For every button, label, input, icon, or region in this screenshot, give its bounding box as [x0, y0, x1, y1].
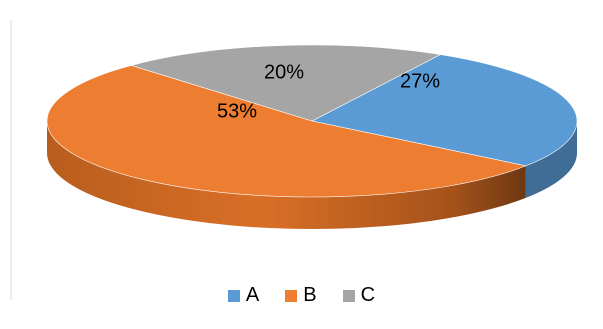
legend-item-a: A: [227, 284, 260, 307]
pie-side-a: [525, 121, 577, 198]
legend-label-b: B: [303, 284, 317, 306]
pie-slice-a: [311, 54, 578, 167]
legend-swatch-c: [342, 289, 355, 302]
data-label-c: 20%: [264, 61, 304, 83]
legend-label-c: C: [360, 284, 376, 306]
legend-swatch-a: [227, 289, 240, 302]
pie-slice-b: [46, 65, 527, 198]
legend-label-a: A: [245, 284, 260, 306]
legend-item-b: B: [285, 284, 317, 307]
pie-side-b: [47, 121, 526, 230]
pie-side-group: [47, 121, 577, 230]
legend: A B C: [0, 284, 603, 307]
data-label-a: 27%: [400, 70, 440, 92]
pie-slice-c: [130, 44, 442, 122]
pie-labels-group: 27% 53% 20%: [217, 61, 440, 122]
pie-top-group: [46, 44, 578, 198]
legend-swatch-b: [285, 289, 298, 302]
data-label-b: 53%: [217, 100, 257, 122]
legend-item-c: C: [342, 284, 376, 307]
